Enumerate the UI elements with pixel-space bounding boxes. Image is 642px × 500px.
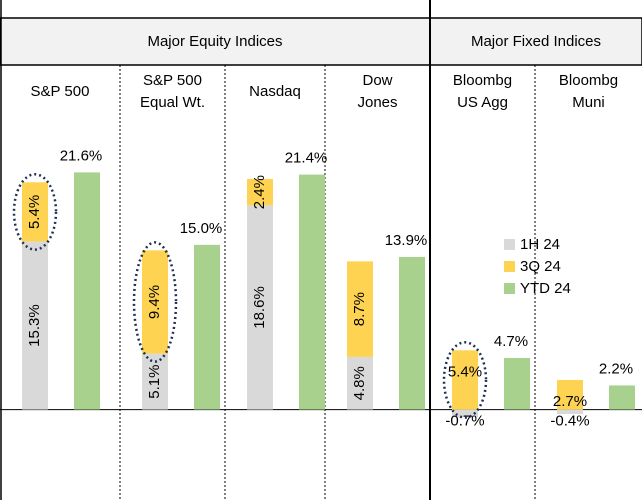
- group-label: Major Fixed Indices: [471, 33, 601, 50]
- legend-swatch: [504, 261, 515, 272]
- value-label: -0.7%: [445, 413, 484, 430]
- value-label: 15.3%: [26, 304, 43, 347]
- bar-segment: [247, 178, 273, 206]
- group-label: Major Equity Indices: [147, 33, 282, 50]
- value-label: 5.1%: [146, 364, 163, 398]
- bar-segment: [452, 409, 478, 418]
- highlight-ring: [442, 341, 488, 419]
- value-label: 13.9%: [385, 232, 428, 249]
- bar-segment: [347, 356, 373, 410]
- bar-segment: [247, 205, 273, 410]
- category-label: S&P 500: [143, 72, 202, 89]
- legend-swatch: [504, 239, 515, 250]
- value-label: 4.8%: [351, 366, 368, 400]
- bar-segment: [347, 261, 373, 357]
- bar-segment: [194, 244, 220, 410]
- bar-segment: [22, 241, 48, 410]
- bar-segment: [142, 250, 168, 354]
- category-label: Nasdaq: [249, 83, 301, 100]
- value-label: -0.4%: [550, 413, 589, 430]
- value-label: 2.2%: [599, 360, 633, 377]
- value-label: 2.7%: [553, 393, 587, 410]
- legend-label: YTD 24: [520, 280, 571, 297]
- bar-segment: [399, 256, 425, 410]
- legend-swatch: [504, 283, 515, 294]
- value-label: 21.4%: [285, 150, 328, 167]
- value-label: 5.4%: [448, 363, 482, 380]
- value-label: 15.0%: [180, 220, 223, 237]
- category-label: Dow: [362, 72, 392, 89]
- bar-segment: [504, 357, 530, 410]
- value-label: 4.7%: [494, 333, 528, 350]
- category-label: Bloombg: [559, 72, 618, 89]
- bar-segment: [74, 172, 100, 410]
- value-label: 8.7%: [351, 292, 368, 326]
- category-label: Equal Wt.: [140, 94, 205, 111]
- header-band: [0, 17, 642, 66]
- category-label: Muni: [572, 94, 605, 111]
- value-label: 5.4%: [26, 195, 43, 229]
- category-label: S&P 500: [31, 83, 90, 100]
- value-label: 9.4%: [146, 285, 163, 319]
- bar-segment: [22, 182, 48, 242]
- value-label: 21.6%: [60, 147, 103, 164]
- bar-segment: [299, 174, 325, 410]
- bar-segment: [452, 350, 478, 410]
- bar-segment: [557, 379, 583, 410]
- category-label: Jones: [357, 94, 397, 111]
- category-label: US Agg: [457, 94, 508, 111]
- highlight-ring: [12, 173, 58, 251]
- bar-segment: [557, 409, 583, 414]
- bar-segment: [142, 353, 168, 410]
- legend-label: 1H 24: [520, 236, 560, 253]
- bar-segment: [609, 385, 635, 410]
- legend-label: 3Q 24: [520, 258, 561, 275]
- value-label: 18.6%: [251, 286, 268, 329]
- highlight-ring: [132, 241, 178, 363]
- value-label: 2.4%: [251, 175, 268, 209]
- category-label: Bloombg: [453, 72, 512, 89]
